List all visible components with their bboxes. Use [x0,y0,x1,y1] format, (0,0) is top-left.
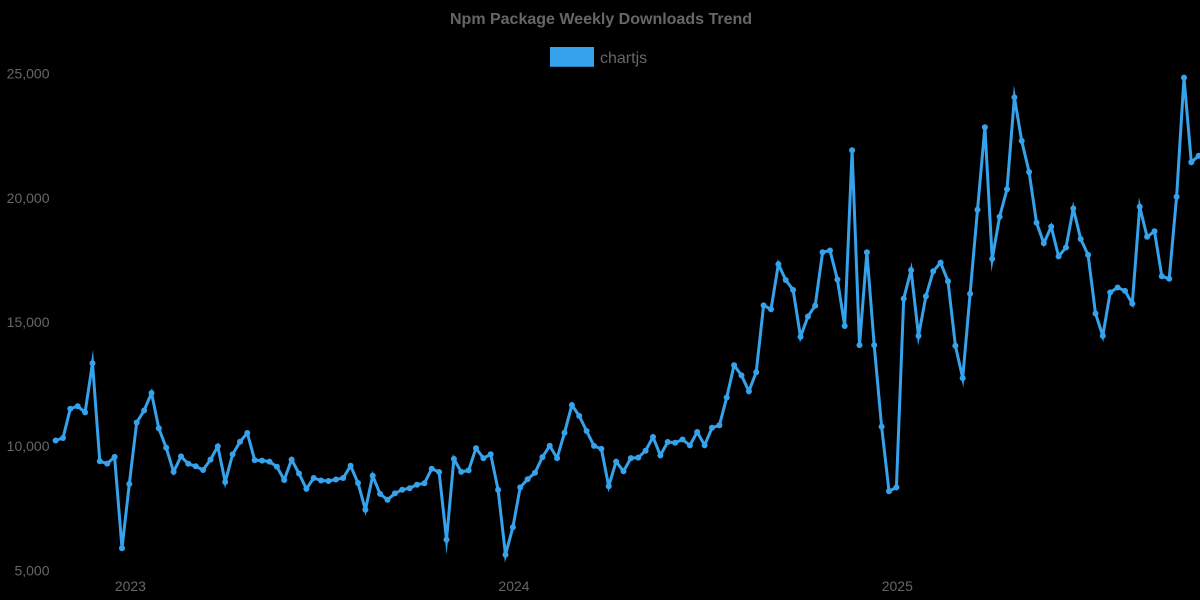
svg-text:20,000: 20,000 [7,190,50,206]
svg-text:10,000: 10,000 [7,438,50,454]
svg-text:2024: 2024 [498,578,529,594]
svg-text:5,000: 5,000 [14,562,49,578]
svg-text:2023: 2023 [115,578,146,594]
svg-text:15,000: 15,000 [7,314,50,330]
svg-text:2025: 2025 [882,578,913,594]
svg-text:25,000: 25,000 [7,66,50,82]
svg-text:Npm Package Weekly Downloads T: Npm Package Weekly Downloads Trend [450,11,752,28]
svg-text:chartjs: chartjs [600,50,647,67]
